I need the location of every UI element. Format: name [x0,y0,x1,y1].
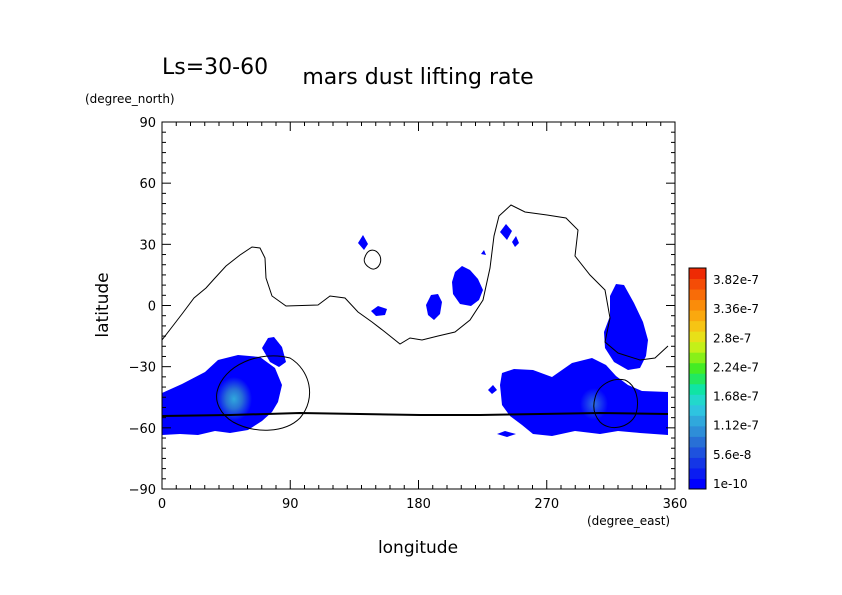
dust-patch-235e [488,385,497,394]
y-tick-label: 90 [139,116,156,131]
x-axis: 0 90 180 270 360 [158,122,688,512]
colorbar-label: 1e-10 [713,477,748,491]
colorbar-cell [689,436,706,448]
colorbar-cell [689,467,706,479]
colorbar-label: 5.6e-8 [713,448,751,462]
colorbar-label: 3.36e-7 [713,302,759,316]
colorbar-cell [689,331,706,343]
y-tick-label: 0 [148,300,156,315]
contour-south-band [162,411,669,417]
y-tick-label: 60 [139,177,156,192]
colorbar-frame [688,267,707,490]
dust-patch-250e [512,236,519,247]
colorbar-cell [689,268,706,280]
y-axis-label: latitude [93,272,113,337]
colorbar-cell [689,478,706,490]
colorbar-cell [689,299,706,311]
colorbar-label: 2.8e-7 [713,331,751,345]
colorbar-cell [689,278,706,290]
colorbar-cell [689,362,706,374]
dust-patch-143e [358,235,368,250]
dust-patch-185e [426,294,442,320]
colorbar-cell [689,404,706,416]
plot-area [162,204,669,437]
x-tick-label: 360 [663,497,688,512]
dust-patch-240e-64s [497,431,516,437]
dust-patch-205e [452,266,483,306]
chart-subtitle: Ls=30-60 [162,55,268,80]
contour-north [162,204,669,361]
x-tick-label: 0 [158,497,166,512]
x-axis-units: (degree_east) [587,514,670,528]
y-tick-label: 30 [139,238,156,253]
colorbar-cell [689,394,706,406]
y-tick-label: −60 [129,422,156,437]
dust-core-southwest [216,377,252,421]
y-axis-units: (degree_north) [85,92,175,106]
colorbar-label: 1.68e-7 [713,390,759,404]
colorbar-cell [689,425,706,437]
colorbar-cell [689,310,706,322]
colorbar-label: 1.12e-7 [713,419,759,433]
colorbar-label: 2.24e-7 [713,360,759,374]
contour-small-north [363,249,382,270]
x-tick-label: 270 [534,497,559,512]
x-tick-label: 180 [406,497,431,512]
y-tick-label: −90 [129,483,156,498]
contour-crater-west [216,355,310,431]
dust-region-east-lobe [604,284,648,370]
x-tick-label: 90 [282,497,299,512]
colorbar-label: 3.82e-7 [713,273,759,287]
dust-patch-245e [500,224,512,240]
dust-regions [162,224,668,437]
x-axis-label: longitude [378,538,458,558]
colorbar-cell [689,320,706,332]
colorbar-cell [689,415,706,427]
colorbar-cell [689,446,706,458]
colorbar: 3.82e-7 3.36e-7 2.8e-7 2.24e-7 1.68e-7 1.12e-… [688,267,759,491]
colorbar-cell [689,289,706,301]
colorbar-cell [689,341,706,353]
y-axis: −90 −60 −30 0 30 60 90 [129,116,675,498]
plot-frame [161,121,676,490]
dust-patch-225e [481,250,486,255]
colorbar-cell [689,352,706,364]
topography-contours [162,204,669,431]
colorbar-cell [689,373,706,385]
chart-title: mars dust lifting rate [302,65,533,90]
dust-patch-70e-40s [262,337,286,367]
dust-patch-155e [371,306,387,316]
colorbar-cell [689,457,706,469]
y-tick-label: −30 [129,361,156,376]
colorbar-cell [689,383,706,395]
